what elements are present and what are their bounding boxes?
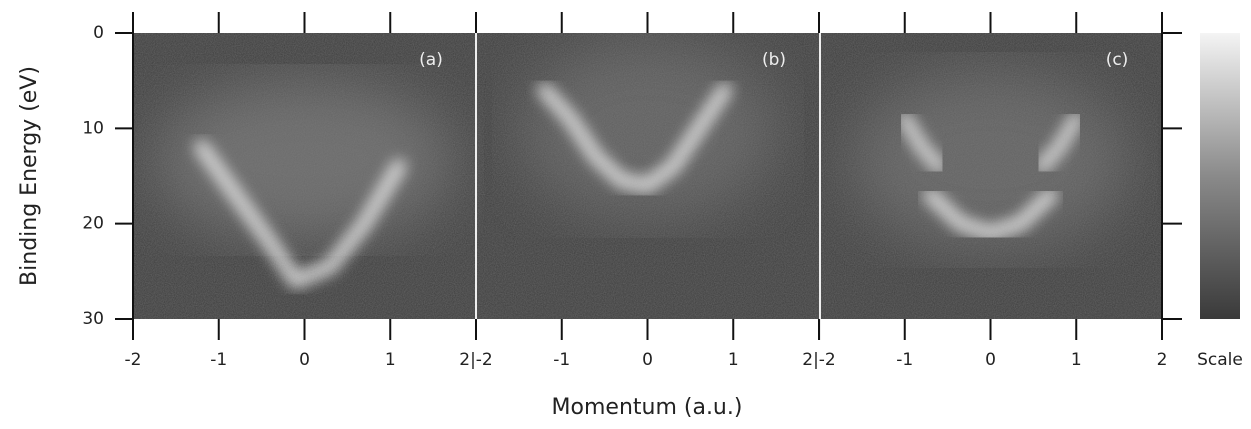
x-tick-label: 0 — [642, 350, 653, 370]
x-axis-title: Momentum (a.u.) — [552, 395, 743, 420]
x-tick-label: 1 — [1071, 350, 1082, 370]
band-curve — [927, 192, 1054, 237]
panel-label: (b) — [762, 50, 786, 70]
x-tick-label: 0 — [299, 350, 310, 370]
x-tick-label: 1 — [385, 350, 396, 370]
band — [896, 110, 948, 175]
band-curve — [1038, 115, 1080, 170]
x-tick-label: -1 — [896, 350, 913, 370]
y-tick-label: 10 — [82, 118, 104, 138]
y-axis-title: Binding Energy (eV) — [17, 66, 42, 286]
band-curve — [901, 115, 943, 170]
colorbar — [1200, 33, 1240, 319]
x-tick-label: -1 — [210, 350, 227, 370]
x-tick-label: 1 — [728, 350, 739, 370]
panel-label: (a) — [419, 50, 443, 70]
band-curve — [541, 87, 728, 189]
x-tick-label: -1 — [553, 350, 570, 370]
band-curve — [198, 144, 402, 284]
x-tick-label: -2 — [125, 350, 142, 370]
band — [1033, 110, 1085, 175]
y-tick-label: 20 — [82, 214, 104, 234]
x-tick-label: 0 — [985, 350, 996, 370]
band — [193, 139, 407, 289]
band — [922, 187, 1059, 242]
x-tick-label: 2 — [1157, 350, 1168, 370]
y-tick-label: 0 — [93, 23, 104, 43]
panel-label: (c) — [1106, 50, 1129, 70]
y-tick-label: 30 — [82, 309, 104, 329]
band — [536, 82, 733, 194]
x-tick-label: 2|-2 — [459, 350, 493, 370]
x-tick-label: 2|-2 — [802, 350, 836, 370]
colorbar-label: Scale — [1197, 350, 1243, 370]
